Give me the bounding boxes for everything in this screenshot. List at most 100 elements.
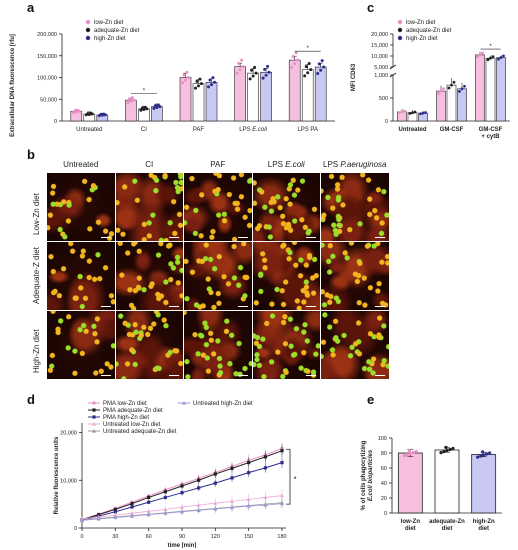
group-label: GM-CSF: [479, 127, 503, 133]
significance-star: *: [143, 88, 146, 94]
label-part: PAF: [210, 160, 226, 169]
data-point: [444, 445, 448, 449]
data-point: [246, 504, 251, 508]
y-tick-label: 20,000: [60, 431, 77, 437]
data-point: [213, 501, 218, 505]
y-axis-label: Relative fluorescence units: [54, 436, 60, 514]
data-point: [411, 450, 415, 455]
data-point: [140, 106, 144, 110]
data-point: [99, 113, 103, 117]
data-point: [200, 82, 203, 86]
data-point: [241, 65, 245, 69]
data-point: [163, 495, 167, 500]
bar: [288, 59, 301, 122]
data-point: [247, 461, 251, 465]
micrograph-image: [321, 311, 389, 379]
data-point: [185, 70, 189, 74]
group-label: Untreated: [76, 127, 102, 133]
data-point: [211, 76, 215, 80]
data-point: [489, 56, 492, 60]
data-point: [130, 514, 134, 518]
bar: [234, 66, 246, 122]
data-point: [403, 109, 406, 113]
micrograph-image: [115, 173, 183, 241]
micro-column-label: PAF: [184, 160, 252, 169]
data-point: [296, 58, 300, 62]
y-axis-label-line2: E.coli bioparticles: [368, 449, 374, 501]
data-point: [309, 68, 313, 72]
data-point: [180, 484, 184, 488]
data-point: [280, 493, 284, 498]
legend-label: adequate-Zn diet: [406, 28, 452, 34]
y-tick-label: 100: [378, 436, 387, 442]
label-part-italic: E.coli: [285, 160, 305, 169]
y-tick-label: 10,000: [60, 478, 77, 484]
micro-row-label: Adequate-Z diet: [32, 247, 41, 304]
data-point: [196, 503, 201, 507]
data-point: [439, 89, 443, 93]
data-point: [476, 55, 479, 59]
data-point: [197, 486, 201, 490]
micrograph-image: [321, 242, 389, 310]
group-label: diet: [478, 526, 489, 532]
bar: [434, 449, 460, 514]
y-axis-label: MFI CD63: [351, 63, 357, 91]
data-point: [306, 71, 310, 75]
data-point: [146, 512, 151, 517]
group-label: diet: [405, 526, 416, 532]
data-point: [246, 497, 251, 501]
legend-label: PMA high-Zn diet: [103, 415, 149, 421]
label-part: PAF: [193, 127, 205, 133]
data-point: [197, 84, 200, 88]
data-point: [181, 81, 184, 85]
scale-bar: [169, 374, 179, 376]
data-point: [73, 109, 77, 113]
legend-dot: [397, 27, 403, 33]
legend-label: Untreated high-Zn diet: [193, 401, 253, 407]
micro-column-label: Untreated: [47, 160, 115, 169]
legend-label: PMA adequate-Zn diet: [103, 408, 163, 414]
data-point: [126, 101, 130, 105]
bar: [179, 77, 192, 122]
data-point: [486, 58, 490, 62]
bar: [247, 72, 259, 122]
y-tick-label: 0: [385, 119, 388, 125]
legend-marker: [92, 429, 96, 433]
legend-dot: [85, 27, 91, 33]
data-point: [197, 478, 201, 482]
data-point: [127, 97, 131, 101]
legend-marker: [92, 415, 96, 419]
data-point: [411, 111, 414, 115]
data-point: [293, 62, 297, 66]
micro-column-label: CI: [116, 160, 184, 169]
legend-label: adequate-Zn diet: [94, 28, 140, 34]
legend-marker: [92, 401, 96, 405]
data-point: [408, 451, 412, 456]
data-point: [147, 495, 151, 500]
data-point: [317, 62, 321, 66]
data-point: [294, 51, 298, 55]
scale-bar: [169, 236, 179, 238]
data-point: [130, 505, 134, 509]
scale-bar: [169, 305, 179, 307]
data-point: [320, 59, 324, 63]
data-point: [153, 104, 157, 108]
micrograph-image: [252, 173, 320, 241]
data-point: [113, 507, 117, 511]
label-part-italic: P.aeruginosa: [340, 160, 387, 169]
data-point: [304, 65, 308, 69]
data-point: [139, 108, 143, 112]
data-point: [451, 446, 455, 451]
label-part: CI: [145, 160, 154, 169]
y-tick-label: 50,000: [40, 97, 57, 103]
data-point: [264, 73, 268, 77]
group-label: low-Zn: [401, 519, 421, 525]
y-tick-label: 0: [74, 526, 77, 532]
data-point: [147, 500, 151, 504]
y-tick-label: 20: [381, 496, 387, 502]
group-label: CI: [141, 127, 147, 133]
legend-label: low-Zn diet: [94, 20, 124, 26]
y-tick-label: 1,000: [374, 73, 388, 79]
data-point: [499, 56, 503, 59]
significance-bracket: [286, 448, 291, 505]
